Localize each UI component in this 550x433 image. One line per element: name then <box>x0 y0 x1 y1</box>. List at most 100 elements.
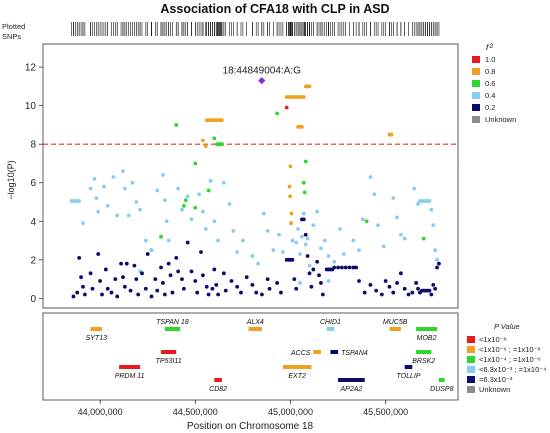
snp-point-r2-0.2-38 <box>180 277 184 281</box>
snp-point-r2-0.2-72 <box>301 217 306 222</box>
gene-label-3: TP53I11 <box>156 358 182 365</box>
snp-point-r2-0.4-22 <box>155 188 160 193</box>
snp-point-r2-0.8-9 <box>201 138 205 143</box>
snp-point-r2-0.4-39 <box>231 229 236 233</box>
snp-point-r2-0.2-36 <box>174 255 179 260</box>
snp-point-r2-0.2-45 <box>201 273 205 278</box>
snp-point-r2-0.4-14 <box>121 169 125 174</box>
snp-point-r2-0.6-14 <box>303 159 308 164</box>
snp-point-r2-0.4-32 <box>201 209 205 214</box>
y-tick-label-2: 4 <box>30 217 36 228</box>
snp-point-r2-0.2-92 <box>354 265 359 270</box>
snp-point-r2-0.4-72 <box>381 244 386 249</box>
gene-bar-1 <box>119 365 141 369</box>
gene-bar-15 <box>438 378 445 382</box>
snp-point-r2-0.4-35 <box>212 219 217 224</box>
gene-label-8: CHID1 <box>320 319 341 326</box>
gene-label-10: AP2A2 <box>339 386 362 393</box>
snp-point-r2-0.2-80 <box>319 281 323 285</box>
gene-label-12: MOB2 <box>417 335 437 342</box>
snp-point-r2-0.4-30 <box>189 217 194 222</box>
snp-point-r2-0.4-71 <box>376 223 380 228</box>
snp-point-r2-0.2-79 <box>317 273 321 278</box>
snp-point-r2-0.2-26 <box>145 252 150 256</box>
snp-point-r2-0.4-87 <box>433 248 438 253</box>
snp-point-r2-0.2-61 <box>265 277 270 281</box>
snp-point-r2-0.2-68 <box>290 257 295 262</box>
snp-point-r2-0.8-10 <box>203 144 208 149</box>
gene-label-4: CD82 <box>209 386 227 393</box>
snp-point-r2-0.8-29 <box>288 194 292 199</box>
snp-point-r2-0.2-75 <box>307 271 312 276</box>
snp-point-r2-0.4-75 <box>398 232 403 237</box>
snp-point-r2-0.2-17 <box>121 275 125 280</box>
snp-point-r2-0.8-23 <box>307 84 312 89</box>
gene-bar-3 <box>161 350 177 354</box>
snp-point-r2-0.2-115 <box>431 282 436 287</box>
snp-point-r2-0.4-11 <box>105 203 110 208</box>
gene-bar-8 <box>326 327 335 331</box>
snp-point-r2-0.2-60 <box>260 292 264 297</box>
snp-point-r2-0.4-7 <box>92 176 97 181</box>
snp-point-r2-0.4-36 <box>216 238 221 243</box>
snp-point-r2-0.8-20 <box>301 95 306 99</box>
gene-bar-12 <box>416 327 438 331</box>
pvalue-legend-swatch-1 <box>467 346 475 353</box>
snp-point-r2-0.8-33 <box>389 132 394 137</box>
snp-point-r2-0.4-57 <box>307 263 312 268</box>
gene-label-7: ACCS <box>290 350 311 357</box>
snp-point-r2-0.4-5 <box>81 221 85 226</box>
snp-point-r2-0.4-58 <box>311 223 316 228</box>
gene-label-11: MUC5B <box>383 319 408 326</box>
snp-point-r2-0.6-10 <box>181 203 186 208</box>
snp-point-r2-0.6-11 <box>193 205 198 210</box>
r2-legend-swatch-2 <box>472 80 480 87</box>
snp-point-r2-0.4-61 <box>322 238 327 243</box>
lead-snp-point <box>258 77 266 85</box>
snp-point-r2-0.4-55 <box>303 242 308 247</box>
snp-point-r2-0.2-46 <box>204 284 209 289</box>
snp-point-r2-0.2-77 <box>311 267 316 272</box>
snp-point-r2-0.2-47 <box>206 292 211 297</box>
snp-point-r2-0.2-3 <box>79 275 83 280</box>
snp-point-r2-0.4-86 <box>431 223 436 228</box>
snp-point-r2-0.4-54 <box>301 211 306 216</box>
gene-bar-13 <box>416 350 432 354</box>
snp-point-r2-0.2-0 <box>71 294 76 299</box>
snp-point-r2-0.4-64 <box>338 227 342 231</box>
snp-point-r2-0.2-9 <box>98 279 103 283</box>
snp-point-r2-0.4-76 <box>402 236 407 241</box>
r2-legend-label-5: Unknown <box>485 115 516 124</box>
snp-point-r2-0.2-18 <box>122 284 127 289</box>
snp-point-r2-0.2-48 <box>210 286 215 291</box>
snp-point-r2-0.4-88 <box>435 257 439 262</box>
pvalue-legend-swatch-0 <box>467 336 475 343</box>
snp-point-r2-0.4-10 <box>102 184 106 189</box>
snp-point-r2-0.4-38 <box>227 202 232 206</box>
y-tick-label-4: 8 <box>30 140 36 151</box>
snp-point-r2-0.2-101 <box>395 281 399 285</box>
gene-bar-2 <box>164 327 181 331</box>
snp-point-r2-0.6-6 <box>220 142 224 147</box>
snp-point-r2-0.4-70 <box>372 192 377 197</box>
snp-point-r2-0.2-114 <box>429 292 434 297</box>
snp-point-r2-0.2-69 <box>292 277 297 281</box>
snp-point-r2-0.4-78 <box>416 202 420 206</box>
snp-point-r2-0.6-18 <box>421 236 426 241</box>
snp-point-r2-0.2-56 <box>239 290 243 295</box>
snp-point-r2-0.2-29 <box>155 288 160 293</box>
r2-legend-label-1: 0.8 <box>485 67 495 76</box>
snp-point-r2-0.8-30 <box>289 211 294 216</box>
snp-point-r2-0.4-26 <box>166 238 171 243</box>
r2-legend-title: r² <box>486 42 493 53</box>
snp-point-r2-0.4-73 <box>391 196 396 201</box>
snp-point-r2-0.4-46 <box>271 248 276 253</box>
pvalue-legend: <1x10⁻⁸<1x10⁻⁶ ; =1x10⁻⁸<1x10⁻⁴ ; =1x10⁻… <box>467 335 546 394</box>
gene-label-14: TOLLIP <box>397 373 421 380</box>
snp-point-r2-0.4-31 <box>197 192 202 197</box>
snp-point-r2-0.4-67 <box>357 248 361 253</box>
snp-point-r2-0.2-88 <box>339 265 344 270</box>
gene-label-13: BRSK2 <box>412 358 435 365</box>
pvalue-legend-swatch-5 <box>467 386 475 393</box>
snp-point-r2-0.6-0 <box>174 123 179 127</box>
